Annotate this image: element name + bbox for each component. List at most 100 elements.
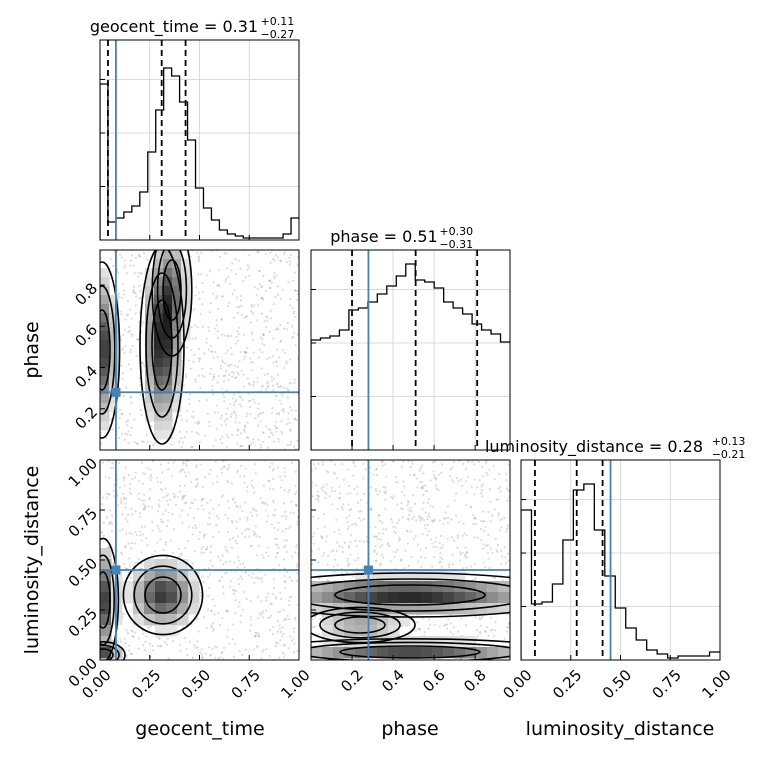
panel-title-geocent_time: geocent_time = 0.31 <box>90 17 258 37</box>
contour-line <box>100 261 121 439</box>
sample-point <box>320 487 323 490</box>
sample-point <box>341 508 344 511</box>
sample-point <box>274 645 278 648</box>
sample-point <box>249 357 252 360</box>
sample-point <box>142 321 145 324</box>
sample-point <box>217 284 220 287</box>
sample-point <box>112 562 115 566</box>
sample-point <box>92 653 94 655</box>
sample-point <box>211 621 215 625</box>
sample-point <box>243 316 246 320</box>
sample-point <box>130 396 133 399</box>
sample-point <box>210 625 213 629</box>
sample-point <box>456 534 459 537</box>
contour-line <box>100 537 120 660</box>
sample-point <box>245 415 248 418</box>
sample-point <box>347 544 350 548</box>
sample-point <box>506 487 509 490</box>
sample-point <box>211 384 214 387</box>
sample-point <box>434 536 437 539</box>
sample-point <box>256 250 259 254</box>
sample-point <box>192 360 195 363</box>
sample-point <box>352 460 355 463</box>
sample-point <box>320 536 323 539</box>
sample-point <box>144 504 147 507</box>
sample-point <box>286 260 289 263</box>
sample-point <box>165 643 169 646</box>
sample-point <box>243 385 246 388</box>
sample-point <box>337 660 339 662</box>
sample-point <box>362 462 365 465</box>
sample-point <box>417 627 420 630</box>
sample-point <box>260 296 263 299</box>
sample-point <box>361 567 364 570</box>
sample-point <box>167 468 170 471</box>
sample-point <box>413 502 417 505</box>
sample-point <box>232 497 235 500</box>
sample-point <box>95 609 97 611</box>
sample-point <box>375 559 378 562</box>
sample-point <box>269 649 271 651</box>
panel-title-lower-error: −0.27 <box>261 28 295 41</box>
density-cell <box>109 349 119 359</box>
sample-point <box>227 499 230 502</box>
sample-point <box>467 460 470 463</box>
sample-point <box>152 649 155 652</box>
sample-point <box>507 626 510 629</box>
sample-point <box>97 660 99 662</box>
sample-point <box>275 430 278 433</box>
sample-point <box>275 556 278 559</box>
density-cell <box>163 403 173 413</box>
sample-point <box>90 645 92 647</box>
sample-point <box>234 590 238 593</box>
sample-point <box>252 398 255 401</box>
sample-point <box>181 342 184 345</box>
y-tick-label: 0.8 <box>71 279 101 309</box>
sample-point <box>212 356 215 359</box>
sample-point <box>238 403 242 406</box>
sample-point <box>472 514 475 517</box>
density-cell <box>476 603 488 615</box>
sample-point <box>209 372 212 376</box>
sample-point <box>105 492 108 495</box>
sample-point <box>507 489 510 492</box>
sample-point <box>208 516 211 520</box>
sample-point <box>194 421 197 424</box>
sample-point <box>447 618 450 621</box>
sample-point <box>235 527 238 530</box>
sample-point <box>247 574 251 577</box>
x-tick-label: 0.75 <box>228 666 264 702</box>
sample-point <box>463 532 466 535</box>
sample-point <box>226 479 229 482</box>
sample-point <box>119 310 122 313</box>
sample-point <box>294 618 297 621</box>
sample-point <box>104 475 107 478</box>
sample-point <box>245 516 249 519</box>
sample-point <box>428 618 431 621</box>
sample-point <box>407 517 410 520</box>
sample-point <box>198 258 201 261</box>
sample-point <box>145 635 148 638</box>
sample-point <box>185 647 188 651</box>
sample-point <box>136 338 140 341</box>
sample-point <box>464 546 467 549</box>
sample-point <box>451 563 454 566</box>
sample-point <box>159 530 162 533</box>
sample-point <box>232 592 236 595</box>
sample-point <box>450 518 453 521</box>
sample-point <box>318 577 321 580</box>
sample-point <box>285 360 288 363</box>
sample-point <box>244 535 247 538</box>
sample-point <box>143 252 146 255</box>
density-cell <box>399 581 411 593</box>
sample-point <box>96 324 98 326</box>
sample-point <box>421 485 425 488</box>
sample-point <box>321 537 324 540</box>
sample-point <box>384 486 387 489</box>
sample-point <box>223 400 226 403</box>
sample-point <box>201 325 205 328</box>
sample-point <box>206 274 209 277</box>
sample-point <box>158 505 161 508</box>
sample-point <box>495 498 498 501</box>
sample-point <box>105 436 108 440</box>
